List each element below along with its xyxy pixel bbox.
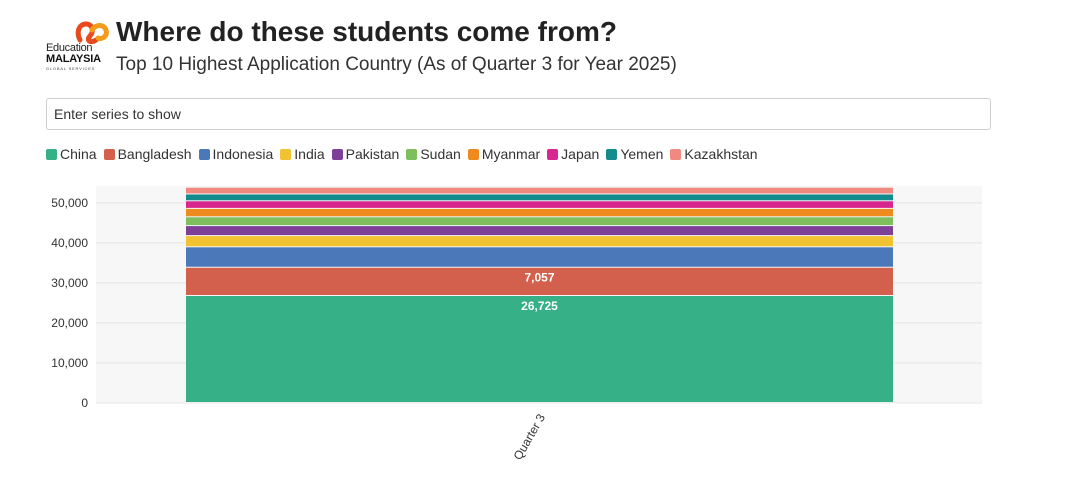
- logo-text-global-services: GLOBAL SERVICES: [46, 66, 96, 71]
- x-tick-label: Quarter 3: [511, 411, 549, 462]
- bar-segment-indonesia: [186, 247, 893, 267]
- legend-item-yemen[interactable]: Yemen: [606, 146, 663, 162]
- legend-item-pakistan[interactable]: Pakistan: [331, 146, 400, 162]
- legend-swatch-myanmar: [467, 148, 479, 160]
- legend-swatch-pakistan: [331, 148, 343, 160]
- chart-legend: China Bangladesh Indonesia India Pakistan Sud…: [46, 146, 765, 162]
- bar-segment-japan: [186, 201, 893, 208]
- legend-label-kazakhstan: Kazakhstan: [684, 146, 758, 162]
- y-tick-label: 10,000: [51, 356, 88, 370]
- legend-item-china[interactable]: China: [46, 146, 97, 162]
- bar-segment-china: [186, 296, 893, 402]
- legend-swatch-india: [280, 148, 292, 160]
- data-label-bangladesh: 7,057: [524, 271, 554, 285]
- legend-label-sudan: Sudan: [420, 146, 461, 162]
- bar-segment-bangladesh: [186, 267, 893, 296]
- y-tick-label: 40,000: [51, 236, 88, 250]
- legend-label-japan: Japan: [561, 146, 600, 162]
- y-tick-label: 30,000: [51, 276, 88, 290]
- bar-segment-pakistan: [186, 226, 893, 236]
- legend-item-india[interactable]: India: [280, 146, 325, 162]
- bar-segment-myanmar: [186, 208, 893, 217]
- legend-item-japan[interactable]: Japan: [547, 146, 599, 162]
- legend-swatch-japan: [547, 148, 559, 160]
- legend-swatch-kazakhstan: [670, 148, 682, 160]
- legend-item-kazakhstan[interactable]: Kazakhstan: [670, 146, 758, 162]
- bar-segment-india: [186, 236, 893, 247]
- chart-title: Where do these students come from?: [116, 16, 617, 47]
- legend-swatch-yemen: [606, 148, 618, 160]
- legend-swatch-bangladesh: [103, 148, 115, 160]
- data-label-china: 26,725: [521, 299, 558, 313]
- legend-label-pakistan: Pakistan: [345, 146, 400, 162]
- legend-swatch-china: [46, 148, 57, 160]
- legend-swatch-indonesia: [198, 148, 210, 160]
- bar-segment-kazakhstan: [186, 187, 893, 194]
- logo-mark-icon: [75, 21, 109, 45]
- bar-segment-yemen: [186, 194, 893, 201]
- legend-label-bangladesh: Bangladesh: [117, 146, 192, 162]
- legend-item-sudan[interactable]: Sudan: [406, 146, 461, 162]
- legend-label-myanmar: Myanmar: [481, 146, 541, 162]
- legend-item-bangladesh[interactable]: Bangladesh: [103, 146, 192, 162]
- legend-item-myanmar[interactable]: Myanmar: [467, 146, 541, 162]
- series-filter-input[interactable]: [46, 98, 991, 130]
- legend-item-indonesia[interactable]: Indonesia: [198, 146, 274, 162]
- logo-text-malaysia: MALAYSIA: [46, 53, 101, 65]
- legend-label-indonesia: Indonesia: [212, 146, 274, 162]
- legend-label-yemen: Yemen: [620, 146, 664, 162]
- legend-label-india: India: [294, 146, 325, 162]
- stacked-bar-chart: 0 10,000 20,000 30,000 40,000 50,000 26,725 7,0…: [51, 186, 982, 462]
- y-tick-label: 50,000: [51, 196, 88, 210]
- education-malaysia-logo: Education MALAYSIA GLOBAL SERVICES: [46, 18, 112, 76]
- bar-segment-sudan: [186, 217, 893, 226]
- legend-swatch-sudan: [406, 148, 418, 160]
- chart-header: Education MALAYSIA GLOBAL SERVICES Where…: [46, 14, 946, 76]
- chart-subtitle: Top 10 Highest Application Country (As o…: [116, 54, 677, 75]
- logo-text-education: Education: [46, 42, 93, 54]
- y-tick-label: 0: [81, 396, 88, 410]
- y-tick-label: 20,000: [51, 316, 88, 330]
- legend-label-china: China: [60, 146, 97, 162]
